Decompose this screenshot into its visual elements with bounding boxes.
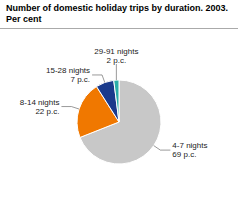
svg-text:69 p.c.: 69 p.c.	[172, 150, 196, 159]
svg-text:8-14 nights: 8-14 nights	[20, 98, 60, 107]
svg-text:7 p.c.: 7 p.c.	[70, 75, 90, 84]
svg-text:15-28 nights: 15-28 nights	[46, 66, 90, 75]
svg-text:22 p.c.: 22 p.c.	[35, 107, 59, 116]
html-text:Number of domestic holiday tri: Number of domestic holiday trips by dura…	[6, 3, 228, 13]
svg-text:2 p.c.: 2 p.c.	[107, 56, 127, 65]
html-text:Per cent: Per cent	[6, 14, 42, 24]
svg-text:29-91 nights: 29-91 nights	[94, 47, 138, 56]
svg-text:4-7 nights: 4-7 nights	[172, 141, 207, 150]
